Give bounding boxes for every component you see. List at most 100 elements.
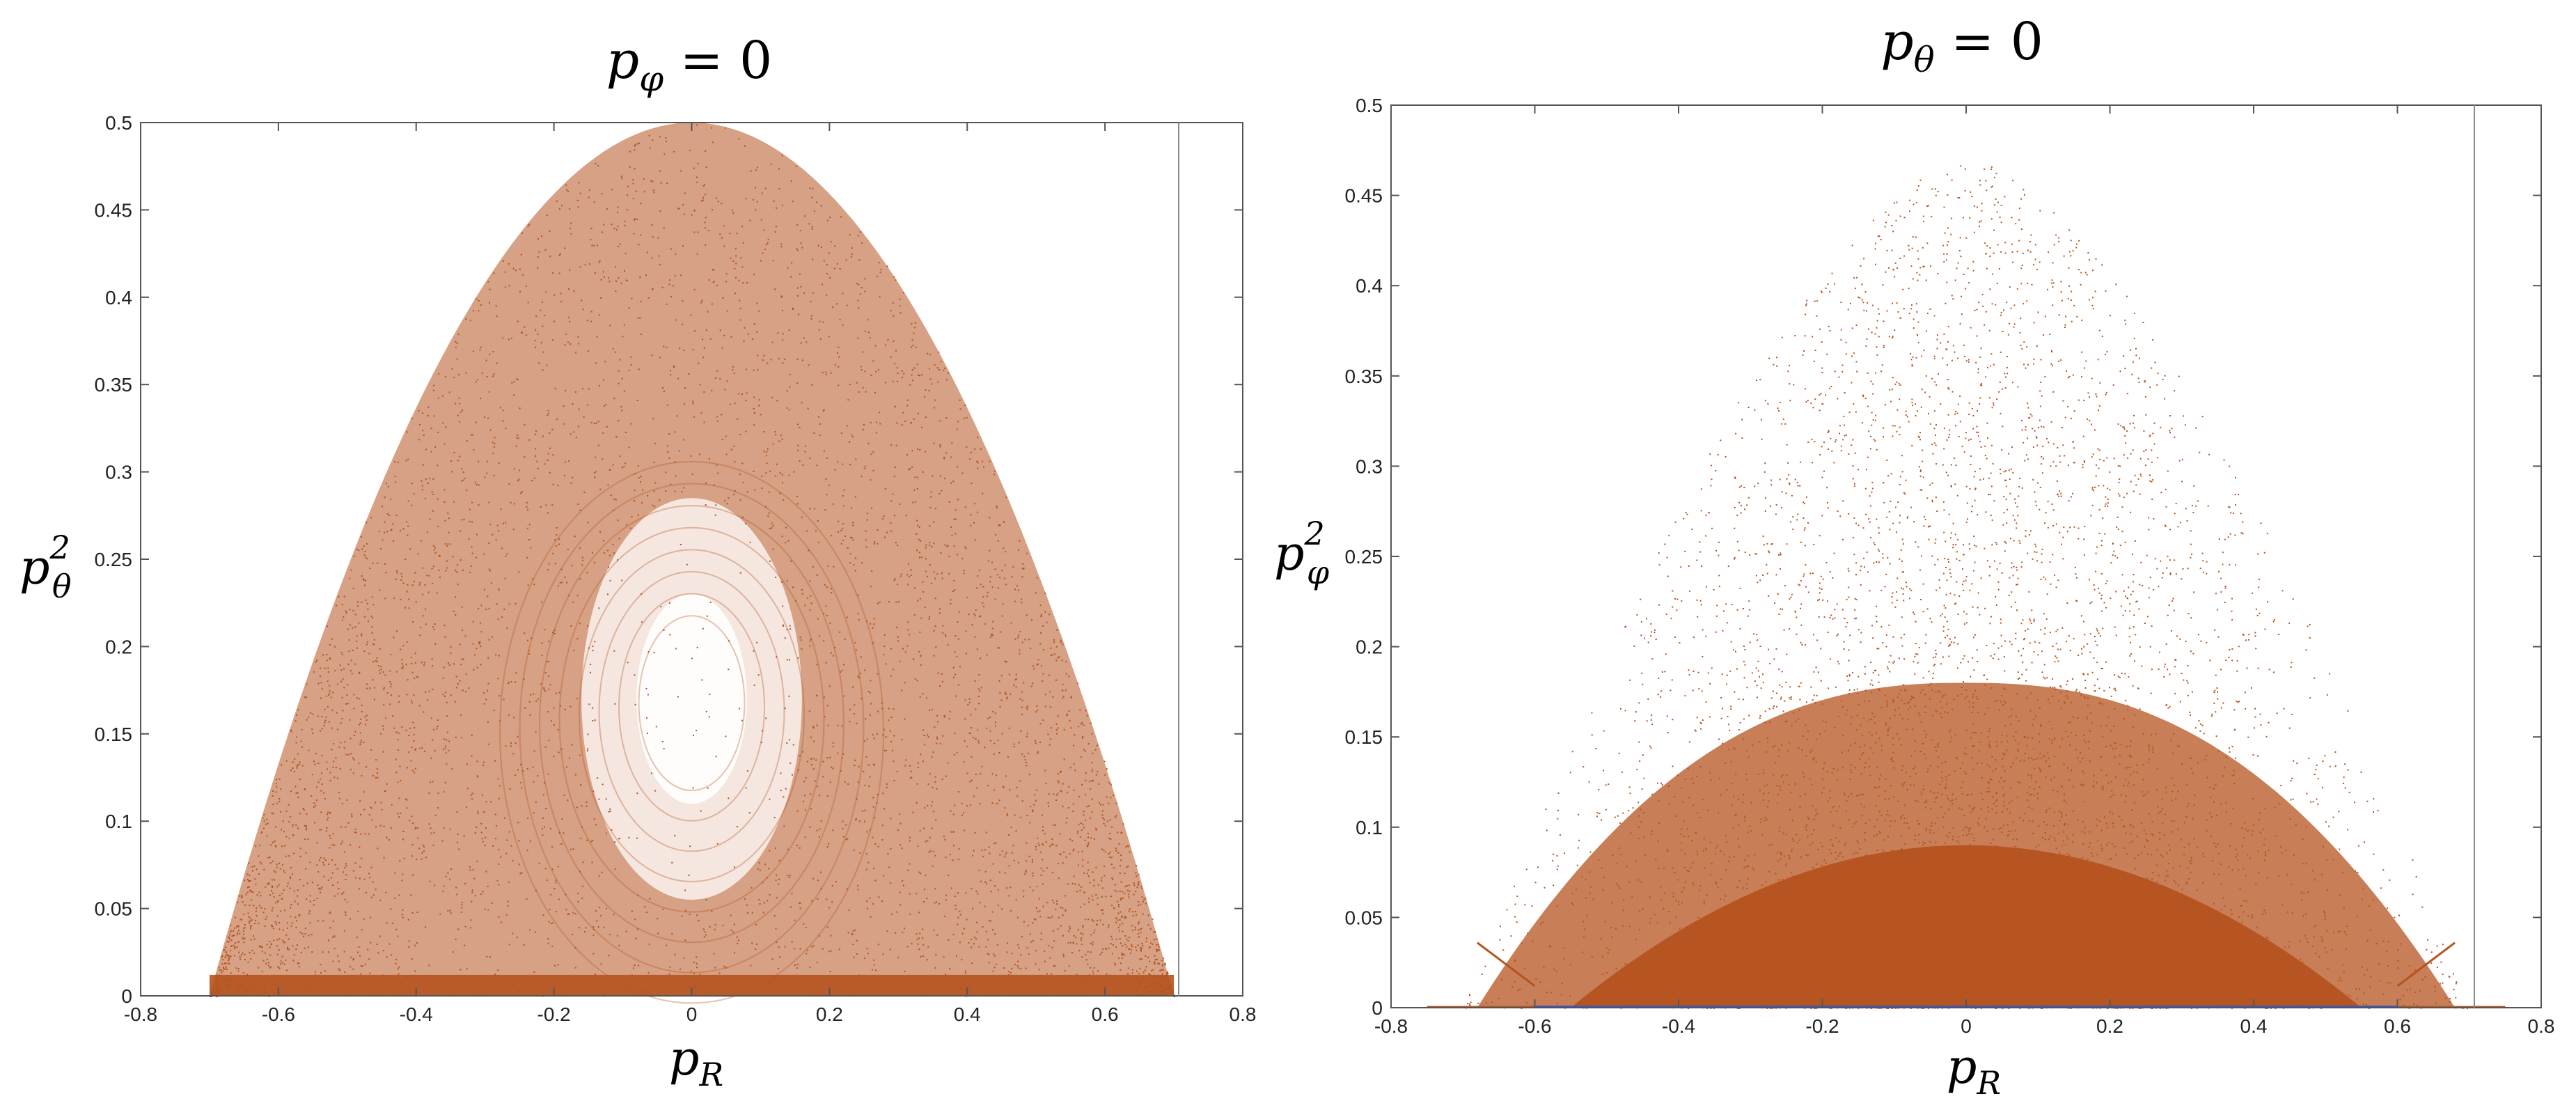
data-point — [959, 942, 961, 944]
data-point — [1108, 782, 1110, 784]
data-point — [320, 778, 322, 780]
data-point — [796, 249, 799, 251]
data-point — [1039, 632, 1042, 634]
data-point — [566, 189, 568, 191]
data-point — [1060, 790, 1062, 792]
data-point — [935, 646, 937, 648]
data-point — [459, 403, 461, 405]
data-point — [1108, 947, 1110, 949]
data-point — [1156, 938, 1158, 940]
data-point — [977, 740, 980, 742]
data-point — [937, 381, 939, 383]
data-point — [301, 765, 304, 767]
data-point — [1116, 891, 1118, 893]
data-point — [586, 802, 588, 803]
data-point — [297, 889, 299, 891]
data-point — [915, 346, 917, 348]
data-point — [1005, 692, 1007, 694]
data-point — [1000, 675, 1003, 677]
data-point — [1060, 771, 1062, 773]
right-plot-area — [1427, 165, 2506, 1009]
data-point — [327, 671, 329, 673]
data-point — [1043, 649, 1044, 650]
data-point — [937, 672, 939, 674]
data-point — [843, 664, 845, 666]
data-point — [359, 722, 361, 724]
data-point — [535, 433, 537, 435]
data-point — [1004, 807, 1006, 809]
data-point — [1061, 659, 1063, 662]
data-point — [242, 901, 244, 903]
data-point — [934, 781, 936, 783]
data-point — [929, 773, 931, 775]
data-point — [763, 229, 765, 231]
data-point — [597, 777, 599, 779]
data-point — [498, 916, 500, 918]
data-point — [339, 969, 341, 971]
data-point — [472, 869, 474, 871]
data-point — [819, 435, 821, 437]
data-point — [551, 428, 553, 430]
data-point — [1077, 864, 1079, 866]
data-point — [902, 932, 904, 933]
data-point — [431, 568, 433, 570]
data-point — [877, 602, 879, 604]
data-point — [456, 343, 458, 345]
data-point — [541, 601, 543, 603]
data-point — [778, 883, 780, 885]
data-point — [1091, 771, 1093, 773]
data-point — [778, 946, 780, 948]
data-point — [343, 871, 344, 873]
data-point — [1132, 914, 1134, 916]
data-point — [997, 740, 999, 742]
data-point — [955, 518, 957, 520]
data-point — [350, 569, 352, 571]
data-point — [713, 281, 715, 283]
data-point — [661, 741, 663, 742]
data-point — [711, 127, 713, 129]
data-point — [618, 538, 620, 540]
data-point — [281, 898, 283, 900]
data-point — [836, 303, 838, 305]
data-point — [354, 731, 356, 733]
data-point — [711, 389, 713, 391]
data-point — [929, 542, 931, 543]
data-point — [1104, 825, 1106, 827]
data-point — [711, 303, 713, 305]
data-point — [1119, 919, 1121, 921]
data-point — [810, 808, 812, 810]
data-point — [984, 881, 986, 883]
data-point — [571, 744, 573, 746]
left-chart-panel: pφ = 0 -0.8 -0.6 -0.4 -0.2 0 0.2 0.4 0.6 0.800.0… — [19, 31, 1256, 1093]
data-point — [397, 739, 399, 741]
data-point — [650, 180, 652, 182]
data-point — [250, 891, 252, 893]
data-point — [816, 664, 818, 666]
data-point — [331, 844, 333, 846]
data-point — [653, 490, 655, 492]
data-point — [427, 699, 429, 701]
data-point — [993, 953, 995, 955]
data-point — [1104, 760, 1106, 763]
data-point — [1091, 811, 1093, 813]
data-point — [1068, 676, 1070, 678]
data-point — [783, 825, 785, 827]
data-point — [1087, 919, 1090, 921]
data-point — [857, 594, 859, 596]
data-point — [464, 635, 466, 637]
data-point — [405, 798, 407, 800]
data-point — [333, 760, 335, 763]
data-point — [1078, 851, 1080, 853]
data-point — [242, 972, 244, 974]
data-point — [447, 512, 449, 514]
data-point — [340, 826, 342, 828]
data-point — [249, 917, 251, 919]
data-point — [831, 766, 833, 768]
data-point — [1042, 673, 1044, 675]
data-point — [1020, 968, 1022, 970]
data-point — [799, 907, 801, 909]
data-point — [670, 248, 672, 250]
data-point — [950, 599, 952, 601]
data-point — [627, 194, 629, 196]
data-point — [436, 592, 438, 594]
